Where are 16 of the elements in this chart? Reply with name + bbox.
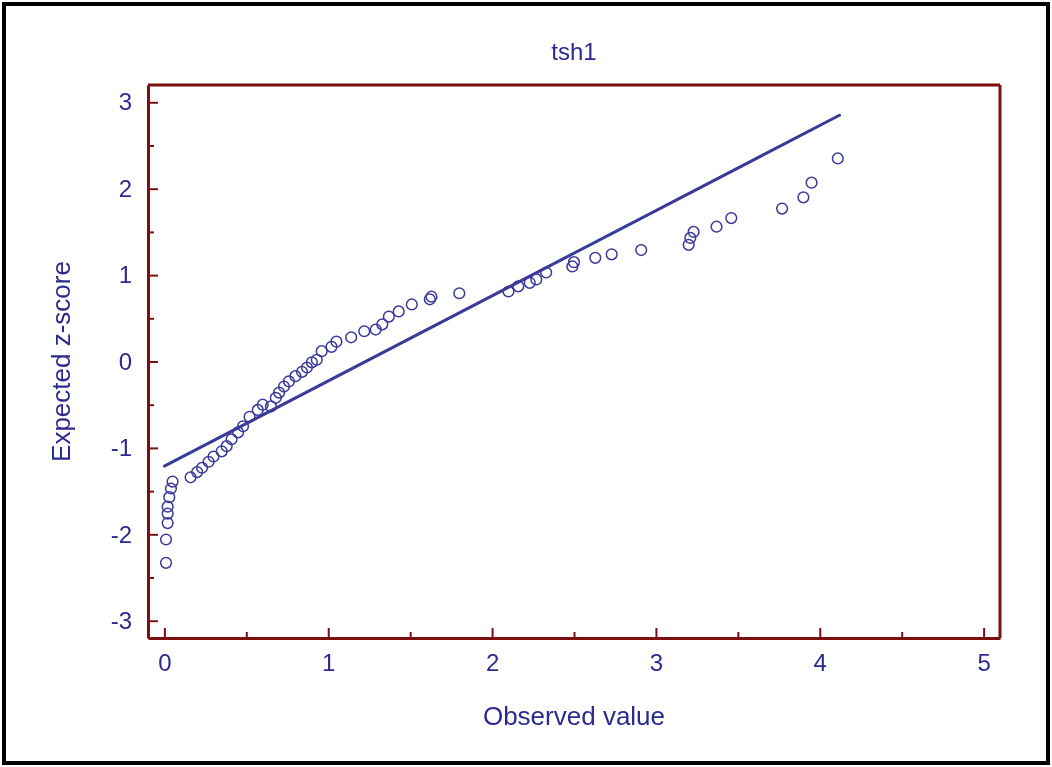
chart-title: tsh1 — [551, 38, 597, 65]
y-tick-label: 0 — [118, 347, 132, 375]
x-tick-label: 4 — [813, 649, 827, 677]
y-tick-label: 2 — [118, 174, 132, 202]
y-axis-title: Expected z-score — [46, 261, 76, 462]
y-tick-label: 3 — [118, 88, 132, 116]
x-tick-label: 1 — [322, 649, 336, 677]
y-tick-label: -2 — [110, 520, 132, 548]
x-tick-label: 0 — [158, 649, 172, 677]
x-tick-label: 3 — [649, 649, 664, 677]
x-axis-title: Observed value — [482, 701, 666, 731]
y-tick-label: 1 — [118, 261, 132, 289]
x-tick-label: 5 — [977, 649, 991, 677]
y-tick-label: -1 — [110, 434, 132, 462]
x-tick-label: 2 — [485, 649, 500, 677]
y-tick-label: -3 — [110, 606, 132, 634]
